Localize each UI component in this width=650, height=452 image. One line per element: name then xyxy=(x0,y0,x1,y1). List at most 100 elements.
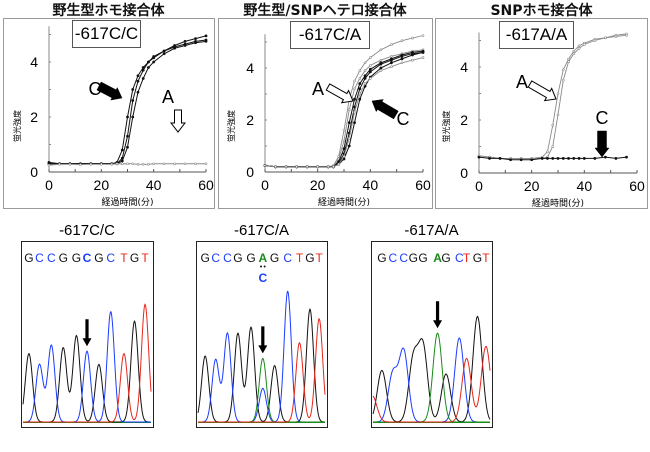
filled-arrow-icon xyxy=(371,99,399,120)
sequence-base: G xyxy=(59,251,68,265)
sequence-base: G xyxy=(377,251,386,265)
data-point xyxy=(141,66,145,69)
sequence-base: T xyxy=(296,251,304,265)
data-point xyxy=(561,68,565,71)
x-tick-label: 60 xyxy=(198,177,214,193)
secondary-base-call: C xyxy=(258,271,267,285)
series-line-A xyxy=(264,57,424,168)
outline-arrow-icon xyxy=(169,109,187,133)
data-point xyxy=(421,56,425,59)
y-tick-label: 0 xyxy=(460,165,468,181)
x-axis-label: 経過時間(分) xyxy=(318,196,370,208)
data-point xyxy=(421,34,425,37)
sequence-base: A xyxy=(433,251,442,265)
data-point xyxy=(556,92,560,95)
data-point xyxy=(162,49,166,53)
data-point xyxy=(477,155,481,159)
data-point xyxy=(572,49,576,53)
sequence-base: G xyxy=(473,251,482,265)
annotation-label-A: A xyxy=(312,79,324,99)
data-point xyxy=(316,165,319,169)
data-point xyxy=(363,74,367,78)
sequence-base: G xyxy=(200,251,209,265)
y-tick-label: 2 xyxy=(460,112,468,128)
data-point xyxy=(126,115,129,119)
sequence-base: C xyxy=(388,251,397,265)
data-point xyxy=(593,157,597,160)
trace-T xyxy=(23,303,152,423)
annotation-label-C: C xyxy=(89,79,102,99)
sequence-base: C xyxy=(211,251,220,265)
data-point xyxy=(368,70,372,74)
chromatogram-box-3 xyxy=(371,241,493,428)
data-point xyxy=(183,44,187,47)
data-point xyxy=(577,157,581,160)
data-point xyxy=(358,82,362,86)
data-point xyxy=(347,136,351,140)
data-point xyxy=(363,69,367,72)
x-tick-label: 0 xyxy=(475,178,483,194)
data-point xyxy=(115,162,119,166)
data-point xyxy=(614,157,618,160)
data-point xyxy=(194,41,197,45)
data-point xyxy=(358,77,362,80)
genotype-label-3: -617A/A xyxy=(499,21,574,49)
data-point xyxy=(358,69,362,72)
data-point xyxy=(556,113,560,116)
data-point xyxy=(509,158,513,162)
sequence-base: G xyxy=(130,251,139,265)
data-point xyxy=(561,157,565,160)
data-point xyxy=(126,134,129,138)
data-point xyxy=(173,162,176,166)
data-point xyxy=(58,163,61,166)
data-point xyxy=(342,157,346,161)
data-point xyxy=(368,67,372,71)
data-point xyxy=(421,51,425,54)
data-point xyxy=(47,163,51,167)
annotation-label-C: C xyxy=(596,108,609,128)
sequence-base: T xyxy=(120,251,128,265)
data-point xyxy=(120,159,124,163)
data-point xyxy=(342,129,346,132)
data-point xyxy=(284,165,288,169)
sequence-base: G xyxy=(270,251,279,265)
data-point xyxy=(79,163,82,166)
amplification-chart-3: 0 20 40 60 0 2 4 経過時間(分) 蛍光強度 A C xyxy=(441,32,645,209)
x-axis-label: 経過時間(分) xyxy=(532,197,584,209)
trace-G xyxy=(372,315,491,423)
amplification-panel-3 xyxy=(435,18,648,209)
data-point xyxy=(126,162,129,166)
heterozygous-dot xyxy=(260,265,263,268)
data-point xyxy=(551,124,555,127)
data-point xyxy=(136,163,140,166)
data-point xyxy=(136,79,140,83)
sequence-base: T xyxy=(315,251,323,265)
x-tick-label: 40 xyxy=(577,178,593,194)
data-point xyxy=(337,162,341,166)
data-point xyxy=(363,82,367,85)
chromatogram-box-1 xyxy=(21,241,154,428)
panel-title-hetero: 野生型/SNPヘテロ接合体 xyxy=(243,3,407,19)
data-point xyxy=(353,110,356,114)
amplification-panel-2 xyxy=(218,18,433,209)
data-point xyxy=(136,90,140,94)
sequence-base: G xyxy=(246,251,255,265)
data-point xyxy=(162,162,166,166)
annotation-label-C: C xyxy=(397,109,410,129)
data-point xyxy=(131,115,135,119)
data-point xyxy=(551,157,555,160)
sequence-base: G xyxy=(418,251,427,265)
y-tick-label: 2 xyxy=(246,112,254,128)
y-tick-label: 4 xyxy=(246,60,254,76)
data-point xyxy=(379,62,383,66)
data-point xyxy=(89,163,93,166)
data-point xyxy=(556,157,560,160)
sequence-base: C xyxy=(455,251,464,265)
data-point xyxy=(347,121,351,125)
data-point xyxy=(546,150,549,154)
sequence-base: A xyxy=(258,251,267,265)
data-point xyxy=(353,79,356,83)
data-point xyxy=(126,145,129,149)
amplification-chart-2: 0 20 40 60 0 2 4 経過時間(分) 蛍光強度 A C xyxy=(226,34,431,208)
